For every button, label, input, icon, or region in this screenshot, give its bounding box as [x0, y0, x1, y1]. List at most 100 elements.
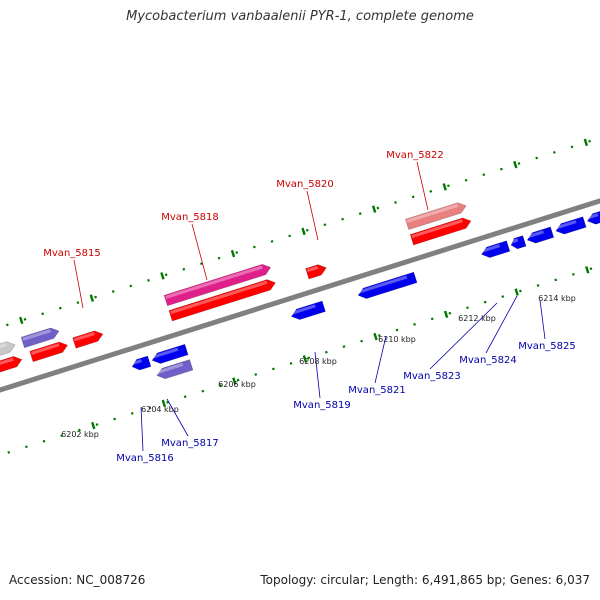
tick-label: 6204 kbp: [141, 405, 179, 414]
topology-text: Topology: circular; Length: 6,491,865 bp…: [260, 573, 590, 587]
gene-highlight: [481, 244, 501, 253]
gene-arrow-forward[interactable]: [409, 216, 472, 246]
gene-highlight: [30, 343, 60, 355]
tick-dot: [236, 378, 240, 382]
tick-dot: [429, 189, 433, 193]
tick-dot: [147, 278, 150, 282]
tick-dot: [482, 173, 486, 177]
tick-dot: [500, 167, 503, 171]
gene-arrow-forward[interactable]: [305, 262, 328, 280]
gene-leader-line: [191, 223, 208, 281]
major-tick: [373, 332, 378, 341]
tick-dot: [535, 156, 539, 160]
tick-dot: [76, 301, 80, 305]
tick-dot: [5, 323, 9, 327]
gene-label-reverse[interactable]: Mvan_5817: [161, 438, 218, 449]
tick-dot: [323, 223, 327, 227]
gene-label-forward[interactable]: Mvan_5822: [386, 150, 443, 161]
tick-dot: [430, 317, 434, 321]
major-tick: [89, 294, 95, 302]
tick-dot: [552, 151, 556, 154]
major-tick: [232, 377, 237, 385]
gene-leader-line: [374, 335, 387, 384]
major-tick: [161, 399, 166, 408]
tick-dot: [252, 245, 256, 249]
strip-frame: [0, 138, 600, 454]
gene-label-reverse[interactable]: Mvan_5823: [403, 371, 460, 382]
gene-arrow-forward[interactable]: [29, 340, 70, 363]
gene-highlight: [73, 332, 95, 342]
tick-dot: [289, 361, 293, 365]
gene-label-reverse[interactable]: Mvan_5824: [459, 355, 516, 366]
gene-label-forward[interactable]: Mvan_5818: [161, 212, 218, 223]
gene-arrow-forward[interactable]: [20, 326, 61, 349]
gene-arrow-forward[interactable]: [0, 340, 17, 362]
gene-highlight: [0, 357, 14, 370]
tick-dot: [219, 384, 222, 387]
tick-dot: [42, 439, 46, 443]
tick-dot: [113, 417, 116, 421]
tick-dot: [235, 251, 239, 254]
gene-arrow-reverse[interactable]: [290, 300, 326, 322]
gene-label-forward[interactable]: Mvan_5820: [276, 179, 333, 190]
gene-label-reverse[interactable]: Mvan_5816: [116, 453, 173, 464]
major-tick: [513, 160, 518, 169]
gene-arrow-reverse[interactable]: [150, 343, 189, 365]
gene-highlight: [290, 304, 316, 315]
gene-highlight: [170, 280, 268, 315]
gene-label-reverse[interactable]: Mvan_5821: [348, 385, 405, 396]
tick-dot: [466, 306, 469, 310]
major-tick: [19, 316, 24, 325]
tick-label: 6210 kbp: [378, 335, 416, 344]
tick-dot: [183, 395, 187, 399]
gene-highlight: [586, 213, 599, 220]
forward-tick-line: [5, 139, 591, 327]
tick-dot: [413, 323, 416, 326]
tick-dot: [272, 367, 275, 371]
gene-arrow-forward[interactable]: [405, 201, 467, 231]
gene-arrow-reverse[interactable]: [155, 359, 194, 381]
gene-highlight: [151, 347, 179, 359]
gene-arrow-reverse[interactable]: [509, 235, 527, 251]
gene-label-reverse[interactable]: Mvan_5825: [518, 341, 575, 352]
gene-arrow-forward[interactable]: [0, 354, 23, 378]
gene-arrow-forward[interactable]: [163, 262, 272, 307]
tick-dot: [360, 339, 364, 343]
tick-dot: [58, 306, 62, 310]
gene-arrow-forward[interactable]: [168, 277, 277, 322]
tick-dot: [129, 284, 133, 288]
tick-dot: [270, 240, 274, 243]
tick-dot: [501, 295, 505, 298]
gene-leader-line: [166, 398, 189, 437]
tick-label: 6212 kbp: [458, 314, 496, 323]
tick-dot: [377, 334, 381, 337]
gene-highlight: [510, 238, 519, 244]
gene-arrow-reverse[interactable]: [526, 226, 555, 245]
gene-arrow-reverse[interactable]: [356, 271, 418, 301]
gene-label-reverse[interactable]: Mvan_5819: [293, 400, 350, 411]
tick-label: 6208 kbp: [299, 357, 337, 366]
gene-arrow-reverse[interactable]: [130, 355, 152, 372]
tick-dot: [395, 328, 399, 332]
tick-label: 6206 kbp: [218, 380, 256, 389]
tick-dot: [341, 217, 344, 221]
gene-leader-line: [539, 299, 546, 340]
gene-label-forward[interactable]: Mvan_5815: [43, 248, 100, 259]
gene-arrow-reverse[interactable]: [480, 240, 511, 260]
gene-highlight: [555, 220, 577, 230]
gene-arrow-reverse[interactable]: [586, 209, 600, 227]
tick-dot: [77, 428, 81, 432]
genome-title: Mycobacterium vanbaalenii PYR-1, complet…: [126, 9, 474, 24]
gene-highlight: [156, 362, 184, 374]
gene-leader-line: [314, 351, 321, 399]
tick-dot: [25, 445, 28, 449]
tick-dot: [358, 212, 362, 215]
genome-backbone: [0, 189, 600, 405]
tick-dot: [571, 272, 575, 276]
gene-arrow-forward[interactable]: [72, 329, 105, 349]
tick-dot: [95, 423, 99, 426]
gene-arrow-reverse[interactable]: [554, 216, 587, 237]
tick-dot: [254, 373, 258, 376]
